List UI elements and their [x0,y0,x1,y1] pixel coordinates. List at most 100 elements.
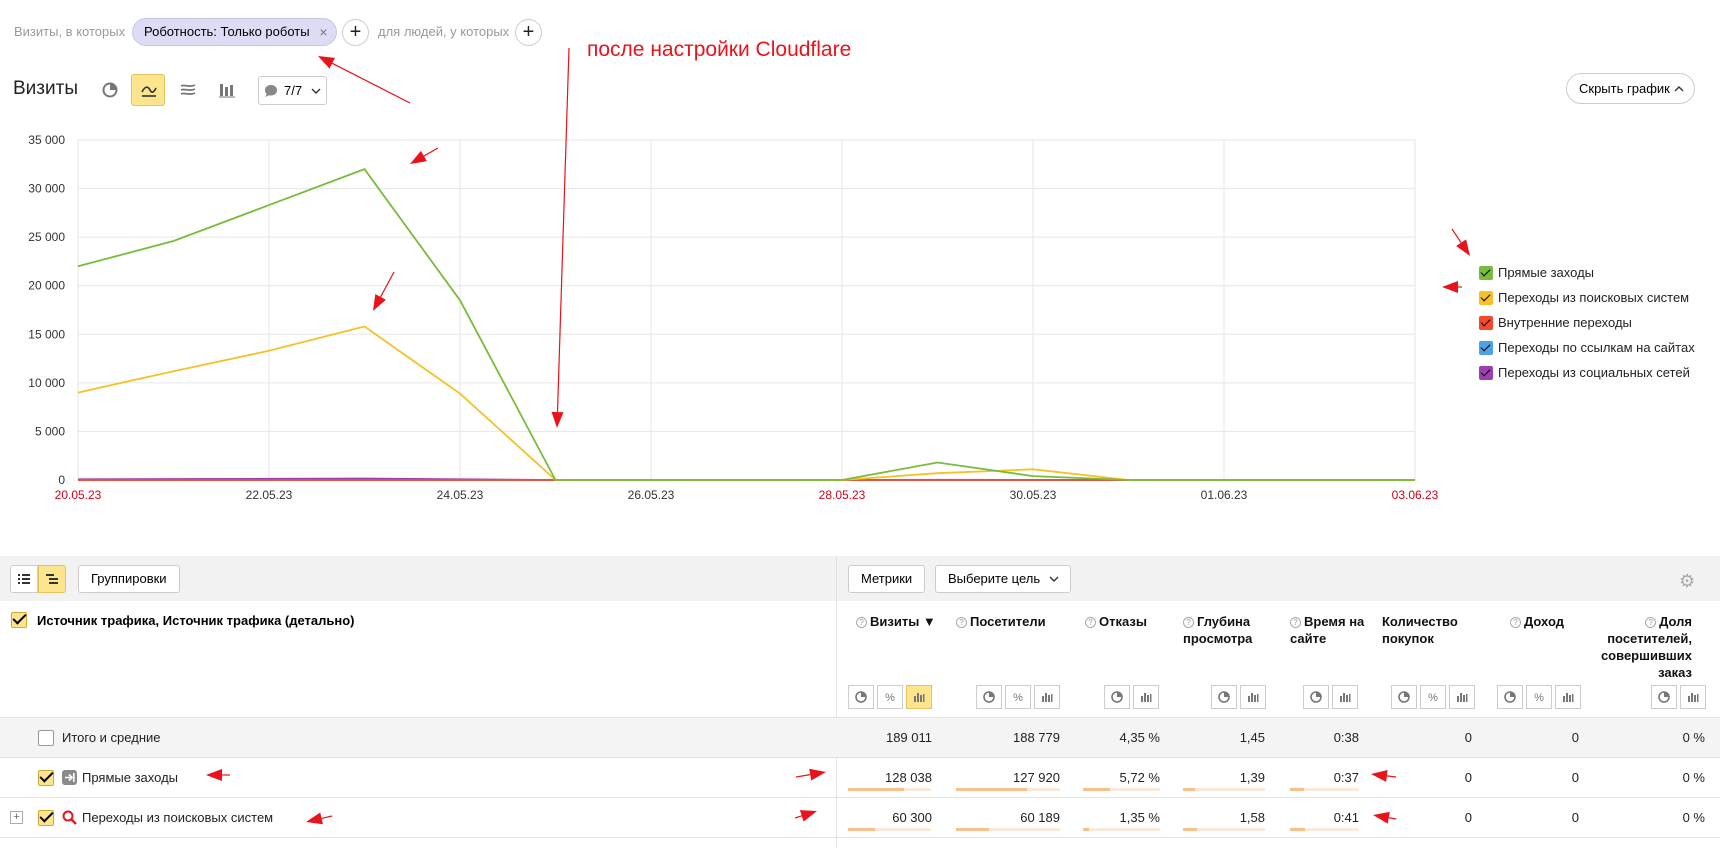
expand-row-button[interactable]: + [10,811,23,824]
annotation-arrow [1451,228,1462,244]
total-row[interactable]: Итого и средние 189 011 188 779 4,35 % 1,45 0… [0,718,1720,758]
gear-icon[interactable]: ⚙ [1679,571,1696,591]
percent-view-button[interactable]: % [1005,685,1031,709]
pie-view-button[interactable] [1211,685,1237,709]
help-icon[interactable]: ? [1183,617,1194,628]
bar-view-button[interactable] [1034,685,1060,709]
percent-view-button[interactable]: % [877,685,903,709]
help-icon[interactable]: ? [956,617,967,628]
add-people-filter-button[interactable]: + [515,19,542,46]
list-view-button[interactable] [10,565,38,593]
column-revenue[interactable]: ? Доход [1510,613,1580,630]
help-icon[interactable]: ? [856,617,867,628]
row-checkbox[interactable] [38,730,54,746]
groupings-button[interactable]: Группировки [78,565,180,593]
y-tick-label: 25 000 [28,230,65,244]
row-value: 0 % [1682,810,1705,825]
metrics-button[interactable]: Метрики [848,565,926,593]
legend-item[interactable]: Переходы по ссылкам на сайтах [1479,337,1695,362]
row-value: 0 % [1682,730,1705,745]
bar-view-button[interactable] [1240,685,1266,709]
row-value: 5,72 % [1119,770,1160,785]
legend-item[interactable]: Прямые заходы [1479,262,1695,287]
bar-view-button[interactable] [1133,685,1159,709]
row-checkbox[interactable] [38,770,54,786]
help-icon[interactable]: ? [1085,617,1096,628]
row-checkbox[interactable] [38,810,54,826]
legend-label: Переходы из социальных сетей [1498,365,1690,380]
add-visit-filter-button[interactable]: + [342,19,369,46]
select-all-checkbox[interactable] [11,612,27,628]
line-chart-type-button[interactable] [131,74,165,106]
help-icon[interactable]: ? [1290,617,1301,628]
legend-checkbox[interactable] [1479,266,1493,280]
visits-line-chart: 0 5 000 10 000 15 000 20 000 25 000 30 000 35 0… [28,133,1438,502]
legend-item[interactable]: Внутренние переходы [1479,312,1695,337]
row-label: Итого и средние [62,730,161,745]
row-value: 1,58 [1239,810,1265,825]
bar-view-button[interactable] [1449,685,1475,709]
help-icon[interactable]: ? [1645,617,1657,628]
pie-view-button[interactable] [976,685,1002,709]
bar-view-button[interactable] [1555,685,1581,709]
legend-checkbox[interactable] [1479,316,1493,330]
svg-text:%: % [1013,692,1023,703]
column-time[interactable]: ? Время на сайте [1290,614,1365,646]
bar-icon [1688,693,1699,702]
column-bounces[interactable]: ? Отказы [1085,613,1175,630]
filter-chip-robots[interactable]: Роботность: Только роботы × [132,18,337,46]
legend-checkbox[interactable] [1479,341,1493,355]
hide-chart-button[interactable]: Скрыть график [1566,73,1695,104]
legend-item[interactable]: Переходы из социальных сетей [1479,362,1695,387]
legend-checkbox[interactable] [1479,366,1493,380]
percent-view-button[interactable]: % [1420,685,1446,709]
row-value: 0 [1464,770,1472,785]
table-row[interactable]: + Переходы из поисковых систем 60 300 60 18… [0,798,1720,838]
direct-entry-icon [62,770,77,785]
pie-view-button[interactable] [1651,685,1677,709]
bar-chart-type-button[interactable] [210,74,244,106]
column-order-share[interactable]: ? Доля посетителей, совершивших заказ [1600,614,1692,680]
value-bar [848,788,931,791]
pie-view-button[interactable] [1303,685,1329,709]
column-depth[interactable]: ? Глубина просмотра [1183,614,1253,646]
tree-view-button[interactable] [38,565,66,593]
row-value: 0:38 [1333,730,1359,745]
row-value: 188 779 [1013,730,1060,745]
series-line[interactable] [77,168,1415,481]
close-icon[interactable]: × [319,24,328,40]
bar-view-button[interactable] [906,685,932,709]
y-tick-label: 10 000 [28,376,65,390]
pie-chart-type-button[interactable] [93,74,127,106]
pie-icon [1111,691,1123,703]
bar-view-button[interactable] [1332,685,1358,709]
pie-view-button[interactable] [1391,685,1417,709]
goal-select[interactable]: Выберите цель [935,565,1072,593]
column-visits[interactable]: ? Визиты ▼ [856,613,938,630]
row-value: 127 920 [1013,770,1060,785]
percent-view-button[interactable]: % [1526,685,1552,709]
row-value: 60 189 [1020,810,1060,825]
value-bar [1183,828,1265,831]
bar-icon [1457,693,1468,702]
row-value: 0 [1464,730,1472,745]
legend-checkbox[interactable] [1479,291,1493,305]
area-chart-type-button[interactable] [171,74,205,106]
annotations-button[interactable]: 7/7 [258,76,327,105]
help-icon[interactable]: ? [1510,617,1521,628]
pie-view-button[interactable] [848,685,874,709]
series-line[interactable] [77,325,1415,481]
pie-view-button[interactable] [1497,685,1523,709]
pie-icon [1218,691,1230,703]
legend-item[interactable]: Переходы из поисковых систем [1479,287,1695,312]
bar-view-button[interactable] [1680,685,1706,709]
people-filter-label: для людей, у которых [378,24,510,39]
pie-view-button[interactable] [1104,685,1130,709]
search-icon [62,810,77,825]
goal-select-label: Выберите цель [948,571,1041,586]
table-row[interactable]: Прямые заходы 128 038 127 920 5,72 % 1,39 0:3… [0,758,1720,798]
dimension-header: Источник трафика, Источник трафика (дета… [37,613,355,628]
column-purchases[interactable]: Количество покупок [1382,614,1458,646]
column-visitors[interactable]: ? Посетители [956,613,1066,630]
x-tick-label: 20.05.23 [55,488,102,502]
